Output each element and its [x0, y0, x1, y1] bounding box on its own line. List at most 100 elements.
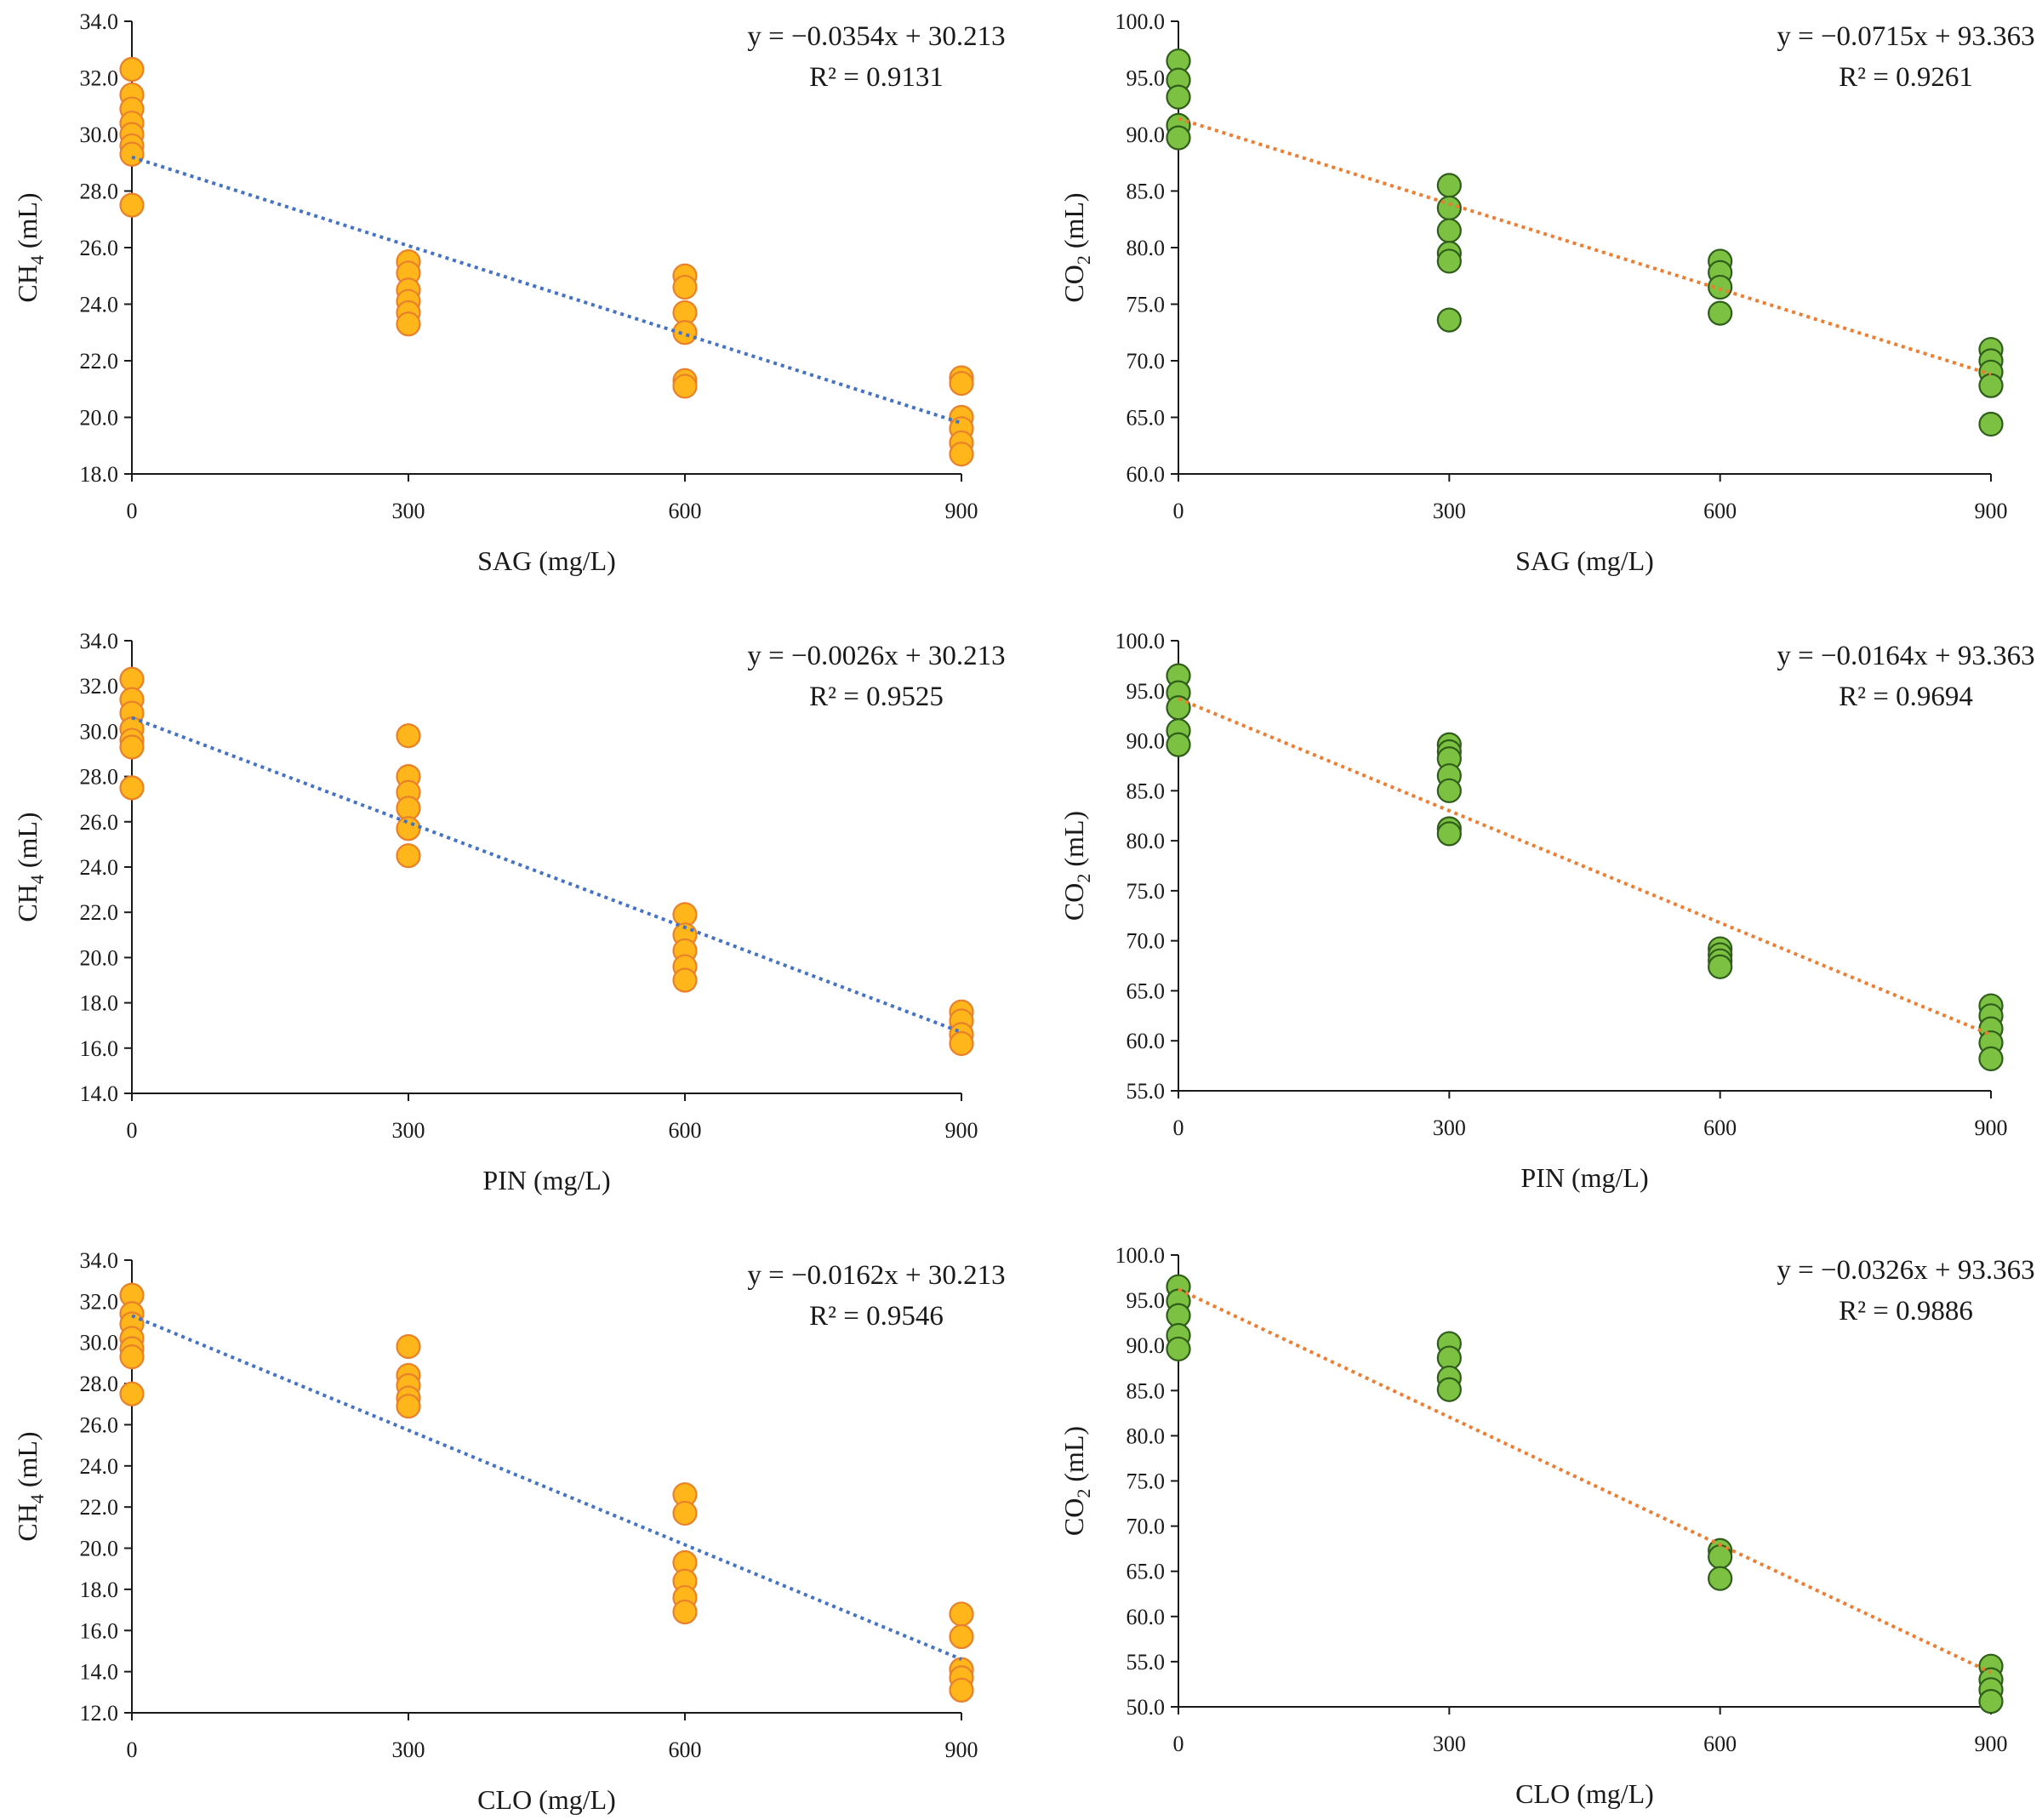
y-tick-label: 22.0 [80, 900, 119, 925]
data-point [119, 734, 145, 760]
y-axis-title: CO2 (mL) [1058, 192, 1094, 302]
y-axis-title-main: CH [12, 1503, 43, 1541]
data-point [1436, 218, 1462, 243]
y-axis-title-subscript: 2 [1073, 1489, 1094, 1498]
data-point [672, 320, 698, 345]
y-tick-label: 14.0 [80, 1660, 119, 1685]
y-axis-title-main: CO [1058, 883, 1089, 921]
y-tick-label: 95.0 [1127, 679, 1166, 704]
y-axis-title-unit: (mL) [12, 1431, 43, 1494]
x-tick-label: 300 [392, 1737, 425, 1762]
r-squared: R² = 0.9546 [809, 1301, 944, 1332]
data-point [1436, 173, 1462, 198]
trend-line [131, 716, 962, 1035]
y-tick-label: 80.0 [1127, 236, 1166, 260]
y-tick-label: 24.0 [80, 855, 119, 880]
y-tick-label: 28.0 [80, 180, 119, 204]
y-tick-label: 26.0 [80, 236, 119, 260]
data-point [1708, 300, 1733, 326]
data-point [119, 1381, 145, 1406]
y-tick-label: 16.0 [80, 1036, 119, 1061]
x-tick-label: 0 [1173, 499, 1184, 523]
y-tick-label: 80.0 [1127, 1423, 1166, 1448]
data-point [1436, 821, 1462, 847]
y-axis-title-subscript: 4 [26, 255, 48, 265]
x-tick-label: 0 [1173, 1732, 1184, 1756]
y-tick-label: 26.0 [80, 810, 119, 835]
y-tick-label: 60.0 [1127, 1029, 1166, 1053]
y-tick-label: 30.0 [80, 1331, 119, 1355]
y-tick-label: 18.0 [80, 991, 119, 1016]
x-tick-label: 300 [1433, 1732, 1466, 1756]
x-tick-label: 0 [127, 499, 138, 523]
data-point [119, 56, 145, 83]
data-point [949, 1601, 974, 1627]
data-point [672, 1599, 698, 1625]
y-axis-title: CH4 (mL) [12, 192, 48, 302]
x-axis-title: PIN (mg/L) [482, 1165, 610, 1195]
y-axis-title-unit: (mL) [1058, 1426, 1089, 1489]
y-tick-label: 50.0 [1127, 1695, 1166, 1720]
trend-equation: y = −0.0026x + 30.213 [747, 641, 1005, 671]
data-point [396, 816, 421, 842]
y-axis-title: CO2 (mL) [1058, 1426, 1094, 1536]
panel-pin-ch4: 14.0 16.0 18.0 20.0 22.0 24.0 26.0 28.0 30.0 32.0… [12, 629, 1006, 1195]
y-tick-label: 30.0 [80, 123, 119, 147]
y-tick-label: 80.0 [1127, 829, 1166, 853]
x-tick-label: 900 [945, 1737, 978, 1762]
y-tick-label: 70.0 [1127, 929, 1166, 954]
y-tick-label: 20.0 [80, 1537, 119, 1561]
data-point [1166, 125, 1191, 151]
x-tick-label: 600 [669, 1737, 702, 1762]
data-point [949, 1030, 974, 1057]
y-tick-label: 24.0 [80, 1454, 119, 1479]
data-point [1978, 411, 2004, 437]
trend-line [1178, 117, 1992, 376]
panel-pin-co2: 55.0 60.0 65.0 70.0 75.0 80.0 85.0 90.0 95.0 100.… [1058, 629, 2035, 1193]
x-tick-label: 600 [1703, 1115, 1737, 1140]
y-axis-title-subscript: 2 [1073, 874, 1094, 883]
x-tick-label: 900 [1975, 499, 2008, 523]
x-tick-label: 0 [1173, 1115, 1184, 1140]
y-tick-label: 60.0 [1127, 462, 1166, 487]
y-tick-label: 65.0 [1127, 978, 1166, 1003]
data-point [672, 1500, 698, 1526]
data-point [119, 1344, 145, 1370]
data-point [396, 311, 421, 337]
data-point [1436, 778, 1462, 803]
trend-line [1178, 1287, 1992, 1675]
y-tick-label: 70.0 [1127, 1515, 1166, 1539]
data-point [1708, 274, 1733, 300]
y-tick-label: 60.0 [1127, 1605, 1166, 1629]
data-point [396, 843, 421, 869]
x-axis-title: CLO (mg/L) [1515, 1778, 1654, 1809]
y-tick-label: 90.0 [1127, 123, 1166, 147]
y-tick-label: 22.0 [80, 1495, 119, 1520]
data-point [1978, 1689, 2004, 1714]
y-tick-label: 90.0 [1127, 729, 1166, 754]
trend-line [131, 1314, 962, 1661]
r-squared: R² = 0.9525 [809, 682, 944, 712]
x-tick-label: 600 [1703, 499, 1737, 523]
data-point [1436, 307, 1462, 333]
x-tick-label: 600 [1703, 1732, 1737, 1756]
r-squared: R² = 0.9131 [809, 62, 944, 93]
y-tick-label: 75.0 [1127, 879, 1166, 904]
y-axis-title-main: CH [12, 884, 43, 921]
y-axis-title-unit: (mL) [1058, 192, 1089, 255]
y-tick-label: 34.0 [80, 1248, 119, 1273]
y-tick-label: 65.0 [1127, 406, 1166, 431]
x-axis-title: SAG (mg/L) [1515, 545, 1654, 576]
x-tick-label: 600 [669, 499, 702, 523]
y-tick-label: 34.0 [80, 9, 119, 34]
x-tick-label: 900 [1975, 1732, 2008, 1756]
y-axis-title-subscript: 4 [26, 875, 48, 884]
data-point [119, 141, 145, 167]
trend-line [131, 155, 962, 425]
y-tick-label: 75.0 [1127, 1469, 1166, 1494]
r-squared: R² = 0.9261 [1839, 62, 1973, 93]
x-tick-label: 900 [945, 499, 978, 523]
r-squared: R² = 0.9694 [1839, 682, 1973, 712]
y-tick-label: 95.0 [1127, 1288, 1166, 1313]
